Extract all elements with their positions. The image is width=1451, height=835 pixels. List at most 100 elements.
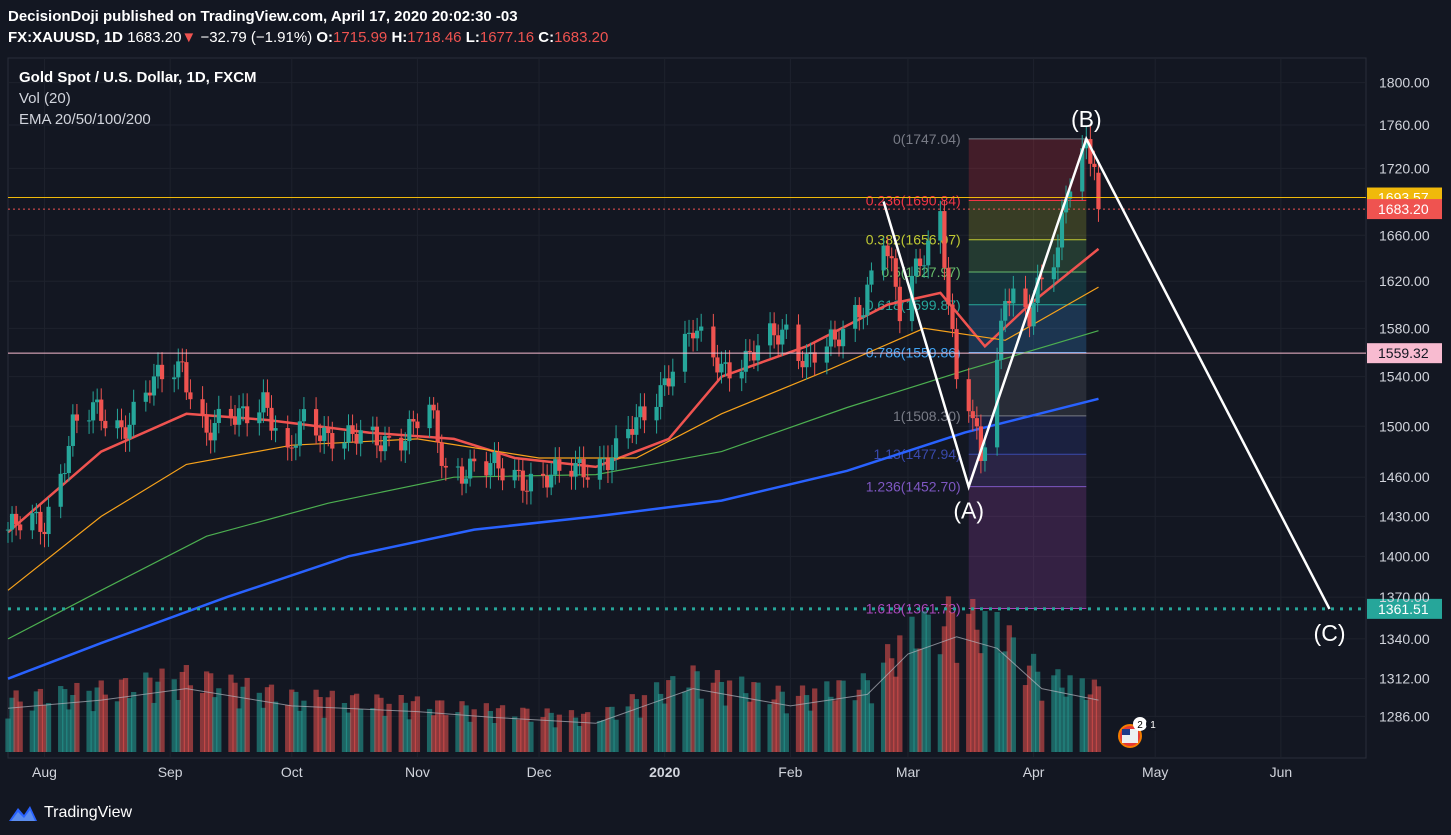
candle-body [662, 378, 667, 386]
candle-body [630, 429, 635, 435]
candle-body [711, 326, 716, 358]
volume-bar [1006, 625, 1012, 752]
open-label: O: [316, 29, 334, 46]
volume-bar [349, 695, 356, 752]
volume-bar [682, 691, 688, 752]
low-value: 1677.16 [479, 29, 535, 46]
volume-bar [576, 726, 583, 752]
fib-level-label: 0.382(1656.07) [866, 232, 961, 248]
candle-body [322, 427, 327, 442]
volume-bar [824, 681, 830, 752]
volume-bar [978, 653, 984, 752]
candle-body [431, 404, 436, 411]
price-tick-label: 1660.00 [1379, 227, 1430, 243]
volume-bar [183, 665, 189, 752]
candle-body [913, 258, 919, 276]
candle-body [95, 399, 100, 403]
close-value: 1683.20 [554, 29, 609, 46]
candle-body [86, 420, 92, 422]
candle-body [289, 447, 294, 449]
volume-bar [313, 689, 319, 752]
volume-bar [471, 709, 477, 752]
volume-bar [370, 708, 376, 752]
current-price-label: 1683.20 [1378, 201, 1429, 217]
tradingview-text: TradingView [44, 804, 133, 821]
chart-legend[interactable]: Gold Spot / U.S. Dollar, 1D, FXCM Vol (2… [19, 67, 257, 130]
time-axis[interactable]: Aug Sep Oct Nov Dec 2020 Feb Mar Apr May Jun [32, 764, 1292, 780]
wave-label: (B) [1071, 106, 1102, 132]
candle-body [58, 473, 63, 507]
price-axis[interactable]: 1286.00 1312.00 1340.00 1370.00 1400.00 1430.… [1379, 75, 1430, 725]
candle-body [411, 419, 416, 422]
volume-bar [572, 717, 579, 752]
volume-bar [913, 648, 919, 752]
volume-bar [783, 713, 789, 752]
last-price: 1683.20 [127, 29, 182, 46]
candle-body [42, 531, 47, 535]
fib-level-label: 1(1508.30) [893, 408, 961, 424]
candle-body [265, 392, 270, 408]
fibonacci-retracement[interactable]: 0(1747.04) 0.236(1690.84) 0.382(1656.07) 0.… [866, 131, 1087, 617]
wave-label: (C) [1314, 620, 1346, 646]
fib-level-label: 0.236(1690.84) [866, 193, 961, 209]
price-tick-label: 1400.00 [1379, 548, 1430, 564]
volume-bar [94, 687, 100, 752]
candle-body [577, 458, 582, 463]
volume-bar [552, 727, 558, 752]
volume-bar [463, 705, 469, 752]
candle-body [540, 473, 546, 476]
wave-label: (A) [953, 498, 984, 524]
volume-bar [236, 708, 242, 752]
volume-bar [345, 712, 352, 752]
candle-body [917, 258, 923, 266]
candle-body [861, 315, 866, 318]
candle-body [699, 326, 704, 331]
candle-body [378, 445, 384, 452]
volume-bar [13, 690, 19, 752]
candle-body [34, 511, 39, 514]
candle-body [151, 376, 157, 396]
candle-body [1003, 301, 1008, 321]
volume-bar [439, 700, 445, 752]
candle-body [553, 459, 558, 475]
candle-body [581, 458, 586, 478]
volume-bar [856, 689, 862, 752]
high-label: H: [391, 29, 408, 46]
high-value: 1718.46 [407, 29, 462, 46]
abc-wave-drawing[interactable]: (A) (B) (C) [882, 106, 1346, 646]
volume-bar [228, 674, 234, 752]
tradingview-logo-icon [9, 806, 37, 821]
candle-body [131, 401, 136, 425]
publisher-line: DecisionDoji published on TradingView.co… [8, 8, 1438, 26]
volume-bar [880, 662, 887, 752]
volume-bar [658, 693, 664, 752]
candle-body [99, 399, 104, 421]
candle-body [358, 430, 363, 444]
fib-level-label: 1.13(1477.94) [874, 446, 961, 462]
volume-bar [925, 614, 931, 752]
volume-bar [151, 702, 157, 752]
candle-body [634, 417, 639, 435]
volume-bar [528, 721, 534, 752]
flag-icon[interactable]: 2 1 [1118, 717, 1160, 748]
candle-body [463, 478, 469, 484]
candle-body [159, 364, 165, 380]
price-tick-label: 1460.00 [1379, 469, 1430, 485]
change-arrow-icon: ▼ [181, 29, 197, 46]
volume-bar [402, 702, 408, 752]
candle-body [812, 352, 817, 363]
volume-bar [921, 611, 927, 752]
candle-body [585, 477, 590, 480]
volume-bar [966, 613, 972, 752]
candle-body [403, 441, 408, 451]
candle-body [415, 421, 420, 429]
candle-body [743, 350, 748, 372]
tradingview-brand[interactable]: TradingView [8, 800, 132, 826]
volume-bar [698, 698, 704, 752]
candle-body [374, 426, 379, 446]
time-tick-label: 2020 [649, 764, 680, 780]
candle-body [1035, 277, 1040, 304]
volume-bar [653, 682, 660, 752]
